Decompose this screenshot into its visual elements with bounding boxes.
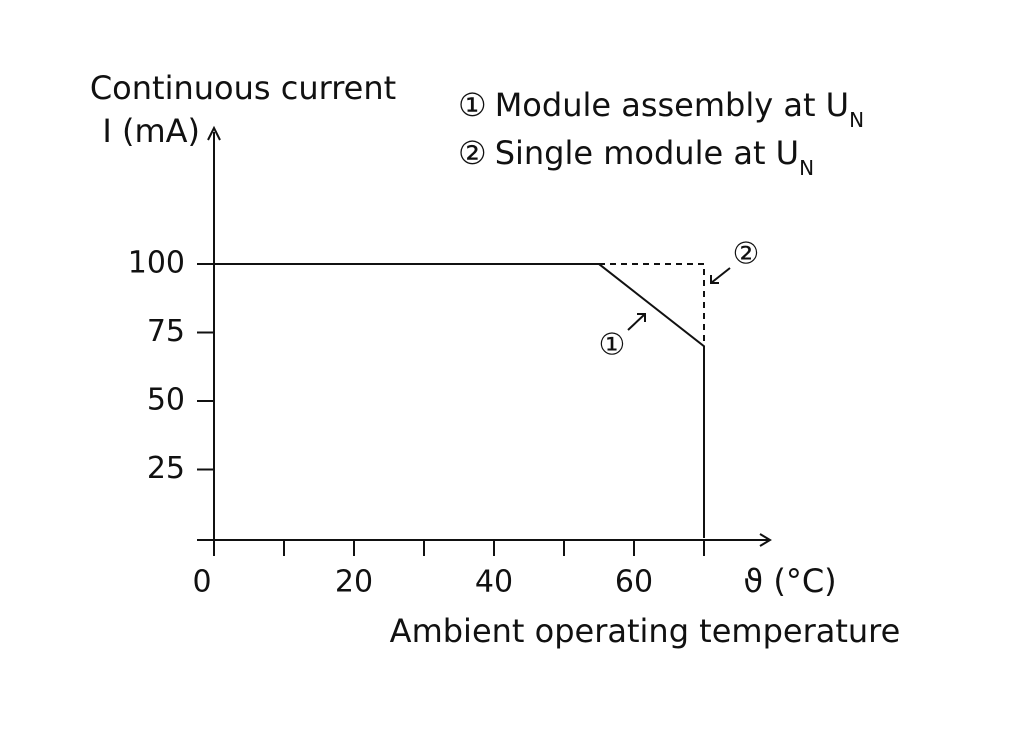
y-tick-label: 75 [147,314,185,349]
y-tick-label: 100 [128,246,185,281]
series-line [214,263,705,538]
series-line [599,263,705,347]
legend-subscript: N [799,156,814,180]
x-tick-label: 0 [192,565,211,600]
legend-entry: ② Single module at UN [458,134,814,180]
x-tick-label: 40 [475,565,513,600]
x-arrow [759,533,772,547]
annotation-arrow [627,313,646,331]
x-axis-unit: ϑ (°C) [743,562,836,600]
x-tick-label: 60 [615,565,653,600]
legend-subscript: N [849,108,864,132]
y-axis-title: Continuous current [90,69,396,107]
y-tick-label: 25 [147,451,185,486]
y-arrow [207,125,221,141]
y-axis-unit: I (mA) [102,112,200,150]
x-axis-title: Ambient operating temperature [390,612,901,650]
annotation: ① [599,328,626,363]
legend-marker: ① [458,86,487,124]
legend-marker: ② [458,134,487,172]
legend-entry: ① Module assembly at UN [458,86,864,132]
y-tick-label: 50 [147,383,185,418]
x-tick-label: 20 [335,565,373,600]
legend-label: Module assembly at U [495,86,849,124]
legend-label: Single module at U [495,134,799,172]
annotation: ② [733,237,760,272]
annotation-arrow [710,267,731,284]
